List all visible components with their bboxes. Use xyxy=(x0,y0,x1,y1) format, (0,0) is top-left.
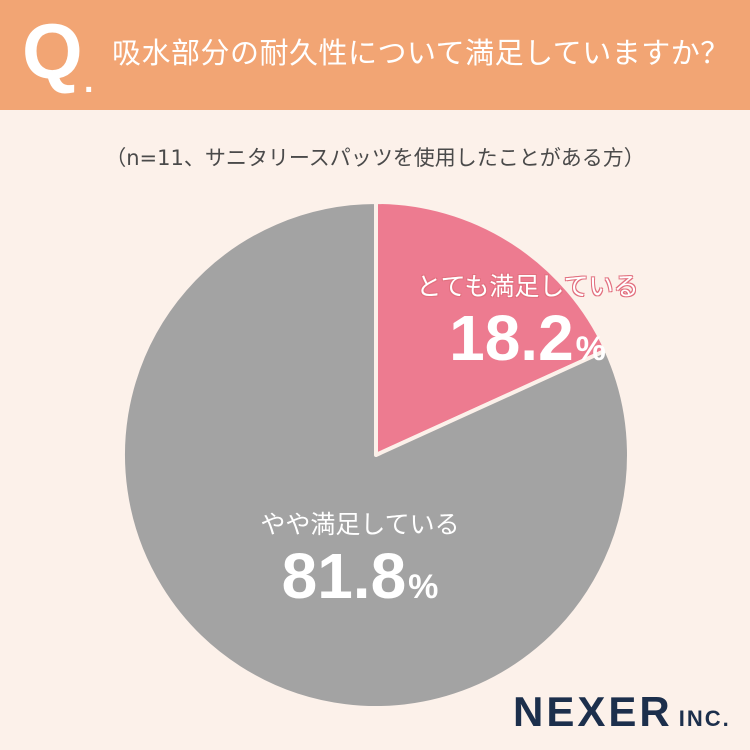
slice-label-somewhat-satisfied: やや満足している 81.8% xyxy=(210,510,510,608)
slice-value: 81.8% xyxy=(281,540,439,612)
question-text: 吸水部分の耐久性について満足していますか？ xyxy=(112,36,730,70)
pie-slice-0 xyxy=(374,200,609,457)
slice-name: とても満足している xyxy=(416,272,639,301)
slice-label-very-satisfied: とても満足している 18.2% xyxy=(395,272,660,370)
question-header: Q . 吸水部分の耐久性について満足していますか？ xyxy=(0,0,750,110)
slice-value: 18.2% xyxy=(449,302,606,374)
q-mark: Q xyxy=(22,7,83,95)
nexer-logo: NEXER INC. xyxy=(513,688,731,735)
sample-subtitle: （n=11、サニタリースパッツを使用したことがある方） xyxy=(105,146,645,170)
q-dot: . xyxy=(84,62,94,100)
slice-name: やや満足している xyxy=(260,510,460,539)
pie-slice-1 xyxy=(121,200,631,710)
